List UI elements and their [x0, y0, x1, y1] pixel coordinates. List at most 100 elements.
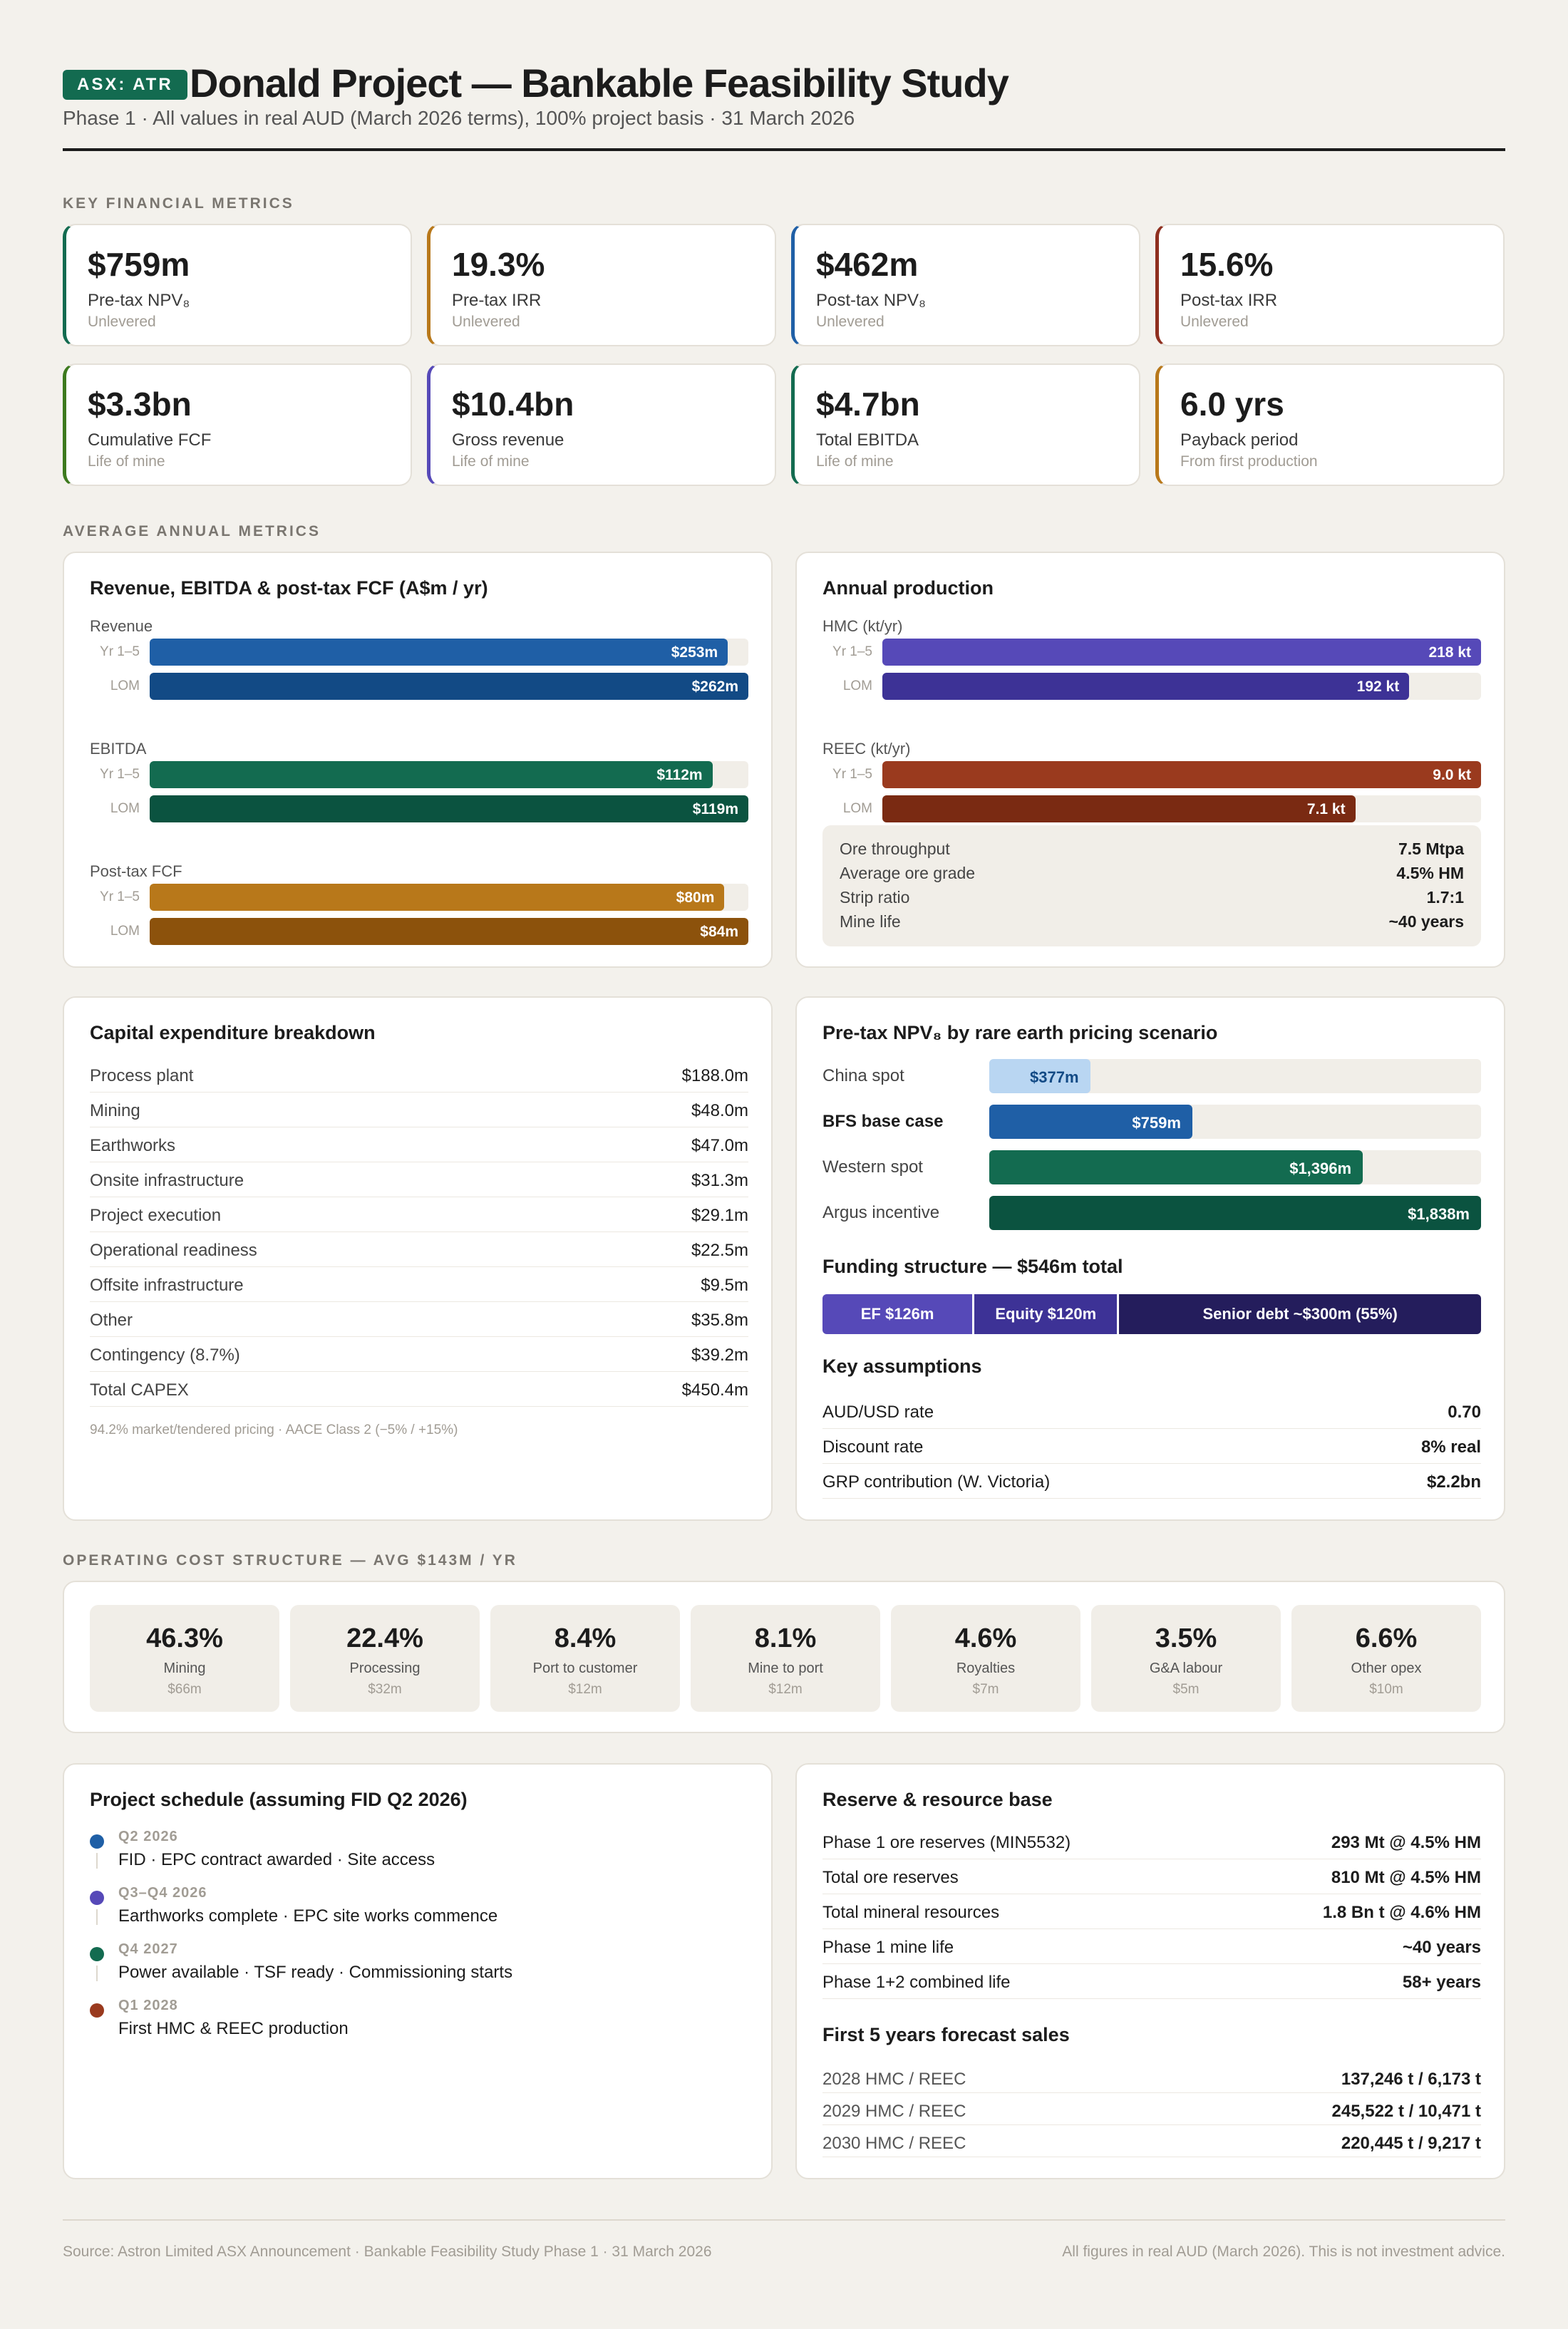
sales-year: 2030 HMC / REEC [822, 2134, 966, 2153]
capex-row: Total CAPEX $450.4m [90, 1372, 748, 1407]
bar: $253m [150, 639, 728, 666]
opex-tile: 4.6% Royalties $7m [891, 1605, 1080, 1712]
capex-row: Offsite infrastructure $9.5m [90, 1267, 748, 1302]
kpi-sublabel: From first production [1180, 453, 1318, 470]
scenario-bar: $1,838m [989, 1196, 1481, 1230]
assumption-row: Discount rate 8% real [822, 1429, 1481, 1464]
stat-row: Average ore grade 4.5% HM [840, 864, 1464, 888]
funding-bar: EF $126m Equity $120m Senior debt ~$300m (… [822, 1294, 1481, 1334]
milestone-date: Q4 2027 [118, 1941, 178, 1957]
stat-value: ~40 years [1388, 912, 1464, 931]
capex-row: Process plant $188.0m [90, 1058, 748, 1093]
bar: $80m [150, 884, 725, 911]
bar-row-label: Yr 1–5 [832, 644, 872, 659]
kpi-value: $10.4bn [452, 386, 574, 423]
bar-group-label: Revenue [90, 617, 153, 635]
assumption-label: Discount rate [822, 1437, 924, 1457]
kpi-label: Gross revenue [452, 430, 564, 450]
milestone-dot [90, 1834, 104, 1849]
bar: $84m [150, 918, 748, 945]
stat-value: 4.5% HM [1396, 864, 1464, 882]
reserve-row: Phase 1+2 combined life 58+ years [822, 1964, 1481, 1999]
kpi-label: Total EBITDA [816, 430, 919, 450]
bar-row-label: LOM [110, 924, 140, 939]
bar-track: 218 kt [882, 639, 1481, 666]
capex-item: Onsite infrastructure [90, 1171, 244, 1190]
scenario-label: Argus incentive [822, 1203, 940, 1222]
kpi-sublabel: Unlevered [452, 314, 520, 330]
capex-value: $31.3m [691, 1171, 748, 1190]
opex-card: 46.3% Mining $66m 22.4% Processing $32m 8.4% Po… [63, 1581, 1505, 1733]
opex-amount: $66m [167, 1682, 202, 1697]
bar: 192 kt [882, 673, 1410, 700]
capex-item: Mining [90, 1101, 140, 1120]
scenario-value-label: $1,396m [1289, 1160, 1352, 1177]
bar-row-label: LOM [110, 801, 140, 816]
reserve-row: Phase 1 mine life ~40 years [822, 1929, 1481, 1964]
opex-category: Mine to port [748, 1661, 823, 1676]
kpi-card: $3.3bn Cumulative FCF Life of mine [63, 363, 412, 486]
capex-value: $188.0m [681, 1066, 748, 1085]
capex-item: Other [90, 1311, 133, 1330]
capex-value: $35.8m [691, 1311, 748, 1330]
bar-row-label: LOM [110, 678, 140, 693]
sales-row: 2029 HMC / REEC 245,522 t / 10,471 t [822, 2093, 1481, 2125]
bar: $262m [150, 673, 748, 700]
bar-group-label: HMC (kt/yr) [822, 617, 903, 635]
capex-value: $450.4m [681, 1380, 748, 1400]
milestone-connector [96, 1853, 98, 1869]
bar-group-label: Post-tax FCF [90, 862, 182, 880]
bar-group-label: EBITDA [90, 740, 147, 758]
opex-percent: 8.4% [554, 1623, 617, 1653]
capex-item: Earthworks [90, 1136, 176, 1155]
milestone: Q2 2026 FID · EPC contract awarded · Site… [90, 1829, 731, 1880]
ticker-badge: ASX: ATR [63, 70, 187, 100]
reserve-row: Phase 1 ore reserves (MIN5532) 293 Mt @ 4… [822, 1824, 1481, 1859]
opex-amount: $32m [368, 1682, 402, 1697]
milestone-description: Earthworks complete · EPC site works com… [118, 1906, 498, 1926]
bar-row-label: LOM [842, 801, 872, 816]
scenario-label: BFS base case [822, 1112, 944, 1131]
milestone-description: Power available · TSF ready · Commission… [118, 1963, 513, 1982]
kpi-value: $3.3bn [88, 386, 192, 423]
opex-percent: 6.6% [1355, 1623, 1418, 1653]
funding-title: Funding structure — $546m total [822, 1256, 1123, 1277]
kpi-card: $462m Post-tax NPV₈ Unlevered [791, 224, 1140, 346]
bar-track: 7.1 kt [882, 795, 1481, 822]
milestone-date: Q2 2026 [118, 1829, 178, 1844]
bar-value-label: $112m [656, 767, 703, 783]
section-label-opex: OPERATING COST STRUCTURE — AVG $143M / Y… [63, 1552, 517, 1569]
capex-value: $29.1m [691, 1206, 748, 1225]
bar-row-label: Yr 1–5 [100, 889, 140, 904]
opex-amount: $12m [568, 1682, 602, 1697]
capex-row: Contingency (8.7%) $39.2m [90, 1337, 748, 1372]
scenario-label: China spot [822, 1066, 904, 1085]
kpi-card: 19.3% Pre-tax IRR Unlevered [427, 224, 776, 346]
stat-label: Mine life [840, 912, 901, 931]
bar-value-label: 192 kt [1356, 678, 1400, 695]
kpi-label: Post-tax NPV₈ [816, 291, 926, 310]
scenario-bar: $377m [989, 1059, 1090, 1093]
capex-item: Project execution [90, 1206, 222, 1225]
capex-item: Operational readiness [90, 1241, 257, 1260]
milestone-description: FID · EPC contract awarded · Site access [118, 1850, 435, 1869]
reserve-label: Phase 1 mine life [822, 1938, 954, 1957]
bar: 9.0 kt [882, 761, 1481, 788]
header: ASX: ATR Donald Project — Bankable Feasi… [63, 60, 1505, 151]
capex-value: $39.2m [691, 1346, 748, 1365]
card-title: Reserve & resource base [822, 1789, 1053, 1810]
assumption-value: 0.70 [1448, 1403, 1481, 1422]
capex-value: $47.0m [691, 1136, 748, 1155]
opex-category: Other opex [1351, 1661, 1422, 1676]
footer-source: Source: Astron Limited ASX Announcement … [63, 2243, 712, 2260]
bar-track: 9.0 kt [882, 761, 1481, 788]
reserve-value: 1.8 Bn t @ 4.6% HM [1322, 1903, 1481, 1922]
capex-value: $48.0m [691, 1101, 748, 1120]
reserve-value: 293 Mt @ 4.5% HM [1331, 1833, 1481, 1852]
milestone-date: Q1 2028 [118, 1998, 178, 2013]
scenario-label: Western spot [822, 1157, 923, 1177]
footer-disclaimer: All figures in real AUD (March 2026). Th… [1062, 2243, 1505, 2260]
schedule-card: Project schedule (assuming FID Q2 2026) … [63, 1763, 773, 2179]
sales-row: 2028 HMC / REEC 137,246 t / 6,173 t [822, 2061, 1481, 2093]
stat-value: 1.7:1 [1426, 888, 1464, 907]
